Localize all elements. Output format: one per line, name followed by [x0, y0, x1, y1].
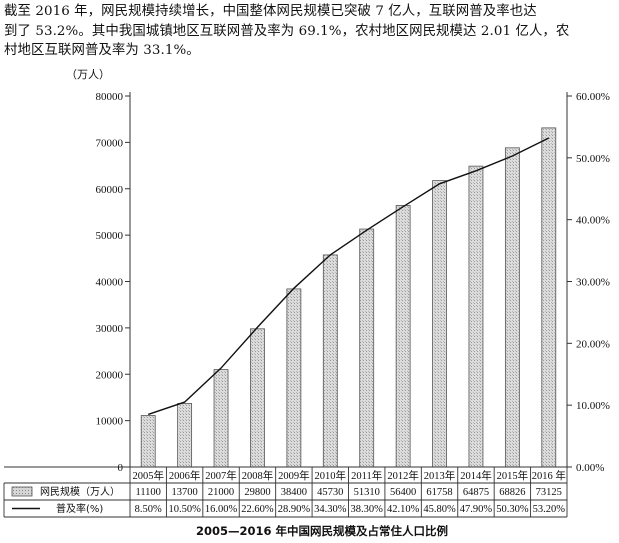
rate-value: 22.60%: [241, 504, 274, 515]
rate-value: 16.00%: [205, 504, 238, 515]
rate-value: 8.50%: [135, 504, 162, 515]
chart-title: 2005—2016 年中国网民规模及占常住人口比例: [196, 524, 448, 538]
user-bar: [322, 254, 338, 468]
category-label: 2015年: [497, 469, 529, 482]
user-bar: [286, 288, 302, 468]
users-value: 51310: [354, 487, 380, 498]
users-value: 73125: [536, 487, 562, 498]
left-tick-label: 50000: [96, 230, 124, 242]
users-value: 68826: [499, 487, 525, 498]
penetration-line-layer: [147, 137, 550, 416]
user-bars: [140, 127, 557, 468]
users-value: 61758: [426, 487, 452, 498]
category-label: 2012年: [387, 469, 419, 482]
users-value: 11100: [135, 487, 160, 498]
rate-value: 38.30%: [351, 504, 384, 515]
rate-value: 10.50%: [168, 504, 201, 515]
data-table: 2005年 2006年 2007年 2008年 2009年 2010年 2011年 2012年…: [3, 466, 568, 518]
users-value: 38400: [281, 487, 307, 498]
right-axis-ticks: 0.00% 10.00% 20.00% 30.00% 40.00% 50.00% 60.00…: [567, 91, 610, 474]
category-label: 2010年: [315, 469, 347, 482]
user-bar: [504, 147, 520, 468]
intro-paragraph: 截至 2016 年，网民规模持续增长，中国整体网民规模已突破 7 亿人，互联网普…: [4, 2, 616, 60]
user-bar: [250, 328, 265, 468]
user-bar: [468, 165, 484, 468]
rate-value: 34.30%: [314, 504, 347, 515]
left-tick-label: 60000: [96, 184, 124, 196]
left-tick-label: 70000: [96, 137, 124, 149]
left-tick-label: 80000: [96, 91, 124, 103]
left-tick-label: 10000: [96, 416, 124, 428]
category-label: 2008年: [242, 469, 274, 482]
users-value: 56400: [390, 487, 416, 498]
rate-value: 42.10%: [387, 504, 420, 515]
right-tick-label: 0.00%: [576, 462, 604, 474]
intro-line: 截至 2016 年，网民规模持续增长，中国整体网民规模已突破 7 亿人，互联网普…: [4, 4, 537, 19]
user-bar: [432, 180, 447, 468]
rate-value: 50.30%: [496, 504, 529, 515]
legend-swatch-bar: [11, 486, 33, 497]
rate-value: 47.90%: [460, 504, 493, 515]
user-bar: [395, 205, 411, 468]
category-label: 2005年: [132, 469, 164, 482]
left-tick-label: 30000: [96, 323, 124, 335]
right-tick-label: 60.00%: [576, 91, 610, 103]
users-value: 45730: [317, 487, 343, 498]
legend-label-rate: 普及率(%): [56, 502, 103, 515]
rate-value: 28.90%: [278, 504, 311, 515]
right-tick-label: 30.00%: [576, 277, 610, 289]
rate-value: 53.20%: [533, 504, 566, 515]
right-tick-label: 50.00%: [576, 153, 610, 165]
category-label: 2006年: [169, 469, 201, 482]
category-label: 2014年: [460, 469, 492, 482]
left-axis-unit: （万人）: [66, 68, 110, 81]
rate-value: 45.80%: [423, 504, 456, 515]
users-value: 21000: [208, 487, 234, 498]
intro-line: 村地区互联网普及率为 33.1%。: [4, 43, 200, 58]
legend-label-users: 网民规模（万人）: [40, 485, 120, 498]
category-label: 2007年: [205, 469, 237, 482]
category-label: 2013年: [424, 469, 456, 482]
users-value: 13700: [172, 487, 198, 498]
category-label: 2009年: [278, 469, 310, 482]
right-tick-label: 20.00%: [576, 338, 610, 350]
right-tick-label: 10.00%: [576, 400, 610, 412]
user-bar: [359, 228, 375, 468]
left-tick-label: 20000: [96, 369, 124, 381]
users-value: 29800: [244, 487, 270, 498]
user-bar: [213, 369, 229, 468]
category-label: 2016 年: [532, 469, 566, 482]
user-bar: [140, 415, 156, 468]
left-tick-label: 40000: [96, 277, 124, 289]
intro-line: 到了 53.2%。其中我国城镇地区互联网普及率为 69.1%，农村地区网民规模达…: [4, 23, 570, 39]
user-bar: [177, 403, 193, 468]
right-tick-label: 40.00%: [576, 215, 610, 227]
penetration-line: [147, 137, 550, 416]
left-axis-ticks: 0 10000 20000 30000 40000 50000 60000 70000 8000…: [96, 91, 130, 474]
user-bar: [541, 127, 557, 468]
category-label: 2011年: [351, 469, 382, 482]
left-tick-label: 0: [118, 462, 124, 474]
users-value: 64875: [463, 487, 489, 498]
